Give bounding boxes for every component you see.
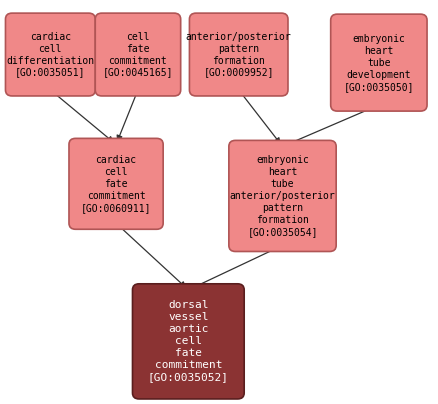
FancyBboxPatch shape [331, 14, 427, 111]
FancyBboxPatch shape [95, 13, 180, 96]
Text: anterior/posterior
pattern
formation
[GO:0009952]: anterior/posterior pattern formation [GO… [186, 32, 292, 78]
Text: cell
fate
commitment
[GO:0045165]: cell fate commitment [GO:0045165] [103, 32, 173, 78]
Text: embryonic
heart
tube
anterior/posterior
pattern
formation
[GO:0035054]: embryonic heart tube anterior/posterior … [230, 155, 336, 237]
Text: dorsal
vessel
aortic
cell
fate
commitment
[GO:0035052]: dorsal vessel aortic cell fate commitmen… [148, 301, 229, 382]
FancyBboxPatch shape [189, 13, 288, 96]
FancyBboxPatch shape [229, 140, 336, 251]
Text: embryonic
heart
tube
development
[GO:0035050]: embryonic heart tube development [GO:003… [344, 34, 414, 92]
FancyBboxPatch shape [69, 138, 163, 229]
FancyBboxPatch shape [132, 284, 244, 399]
Text: cardiac
cell
fate
commitment
[GO:0060911]: cardiac cell fate commitment [GO:0060911… [81, 155, 151, 213]
Text: cardiac
cell
differentiation
[GO:0035051]: cardiac cell differentiation [GO:0035051… [6, 32, 95, 78]
FancyBboxPatch shape [6, 13, 95, 96]
